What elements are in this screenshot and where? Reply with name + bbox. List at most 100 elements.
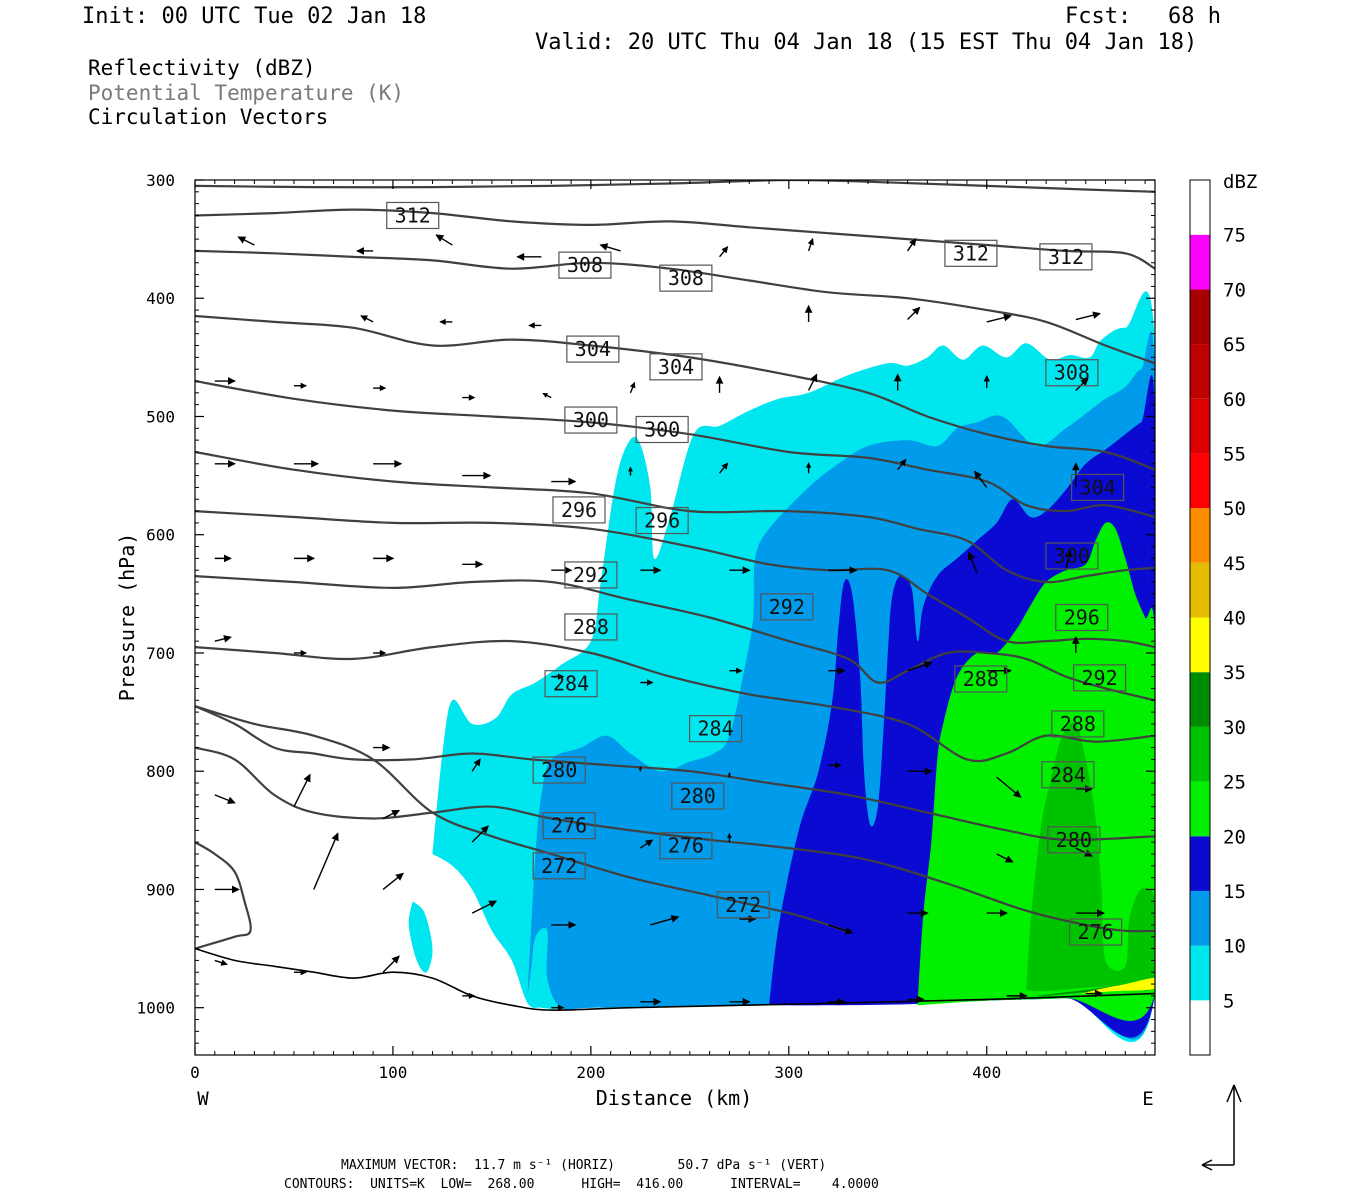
contour-label: 308: [659, 264, 713, 292]
east-label: E: [1142, 1088, 1153, 1110]
svg-text:312: 312: [953, 241, 989, 265]
colorbar-segment-70: [1190, 234, 1210, 290]
colorbar-tick-label: 70: [1223, 279, 1246, 301]
contour-label: 308: [1045, 359, 1099, 387]
svg-text:304: 304: [575, 337, 611, 361]
circulation-vector: [462, 471, 492, 480]
circulation-vector: [729, 566, 751, 575]
svg-text:304: 304: [1080, 475, 1116, 499]
theta-contour-292: [195, 510, 1155, 649]
svg-text:308: 308: [1054, 361, 1090, 385]
svg-text:280: 280: [680, 784, 716, 808]
circulation-vector: [805, 462, 812, 474]
theta-contour-12: [195, 841, 252, 950]
colorbar-segment-5: [1190, 945, 1210, 1001]
circulation-vector: [471, 758, 481, 772]
circulation-vector: [516, 253, 542, 261]
circulation-vector: [462, 992, 476, 1000]
svg-text:296: 296: [644, 509, 680, 533]
circulation-vector: [355, 247, 374, 255]
contour-label: 292: [1072, 664, 1127, 692]
colorbar-title: dBZ: [1223, 171, 1257, 193]
valid-time: Valid: 20 UTC Thu 04 Jan 18 (15 EST Thu …: [535, 30, 1198, 55]
colorbar-tick-label: 30: [1223, 717, 1246, 739]
circulation-vector: [551, 477, 577, 486]
svg-text:276: 276: [1078, 920, 1114, 944]
west-label: W: [197, 1088, 209, 1110]
circulation-vector: [528, 322, 542, 329]
colorbar-tick-label: 25: [1223, 772, 1246, 794]
svg-text:292: 292: [573, 563, 609, 587]
contour-info-text: CONTOURS: UNITS=K LOW= 268.00 HIGH= 416.…: [284, 1177, 879, 1192]
circulation-vector: [893, 373, 902, 391]
contour-label: 284: [544, 670, 598, 698]
colorbar-segment-below-5: [1190, 1000, 1210, 1055]
circulation-vector: [382, 809, 401, 820]
contour-label: 296: [635, 506, 689, 535]
contour-label: 312: [386, 201, 440, 230]
svg-text:288: 288: [573, 615, 609, 639]
contour-label: 300: [1045, 542, 1099, 570]
x-tick-label: 300: [774, 1063, 803, 1082]
circulation-vector: [293, 459, 320, 468]
circulation-vector: [435, 234, 453, 246]
circulation-vector: [974, 470, 988, 488]
svg-text:276: 276: [551, 814, 587, 838]
circulation-vector: [729, 997, 751, 1006]
svg-text:284: 284: [1050, 763, 1086, 787]
circulation-vector: [629, 381, 636, 394]
svg-text:300: 300: [644, 417, 680, 441]
colorbar-segment-30: [1190, 672, 1210, 727]
contour-label: 288: [1051, 710, 1105, 738]
svg-text:280: 280: [541, 758, 577, 782]
circulation-vector: [551, 1004, 565, 1011]
colorbar-segment-above-75: [1190, 180, 1210, 235]
colorbar-tick-label: 40: [1223, 608, 1246, 630]
x-tick-label: 0: [190, 1063, 200, 1082]
forecast-label: Fcst:: [1065, 4, 1132, 29]
init-time: Init: 00 UTC Tue 02 Jan 18: [82, 4, 427, 29]
contour-label: 288: [564, 613, 618, 641]
contour-label: 276: [1069, 918, 1123, 946]
colorbar-tick-label: 75: [1223, 225, 1246, 247]
circulation-vector: [983, 374, 990, 389]
reflectivity-region-25dbz: [1026, 722, 1155, 992]
theta-contour-304: [195, 314, 1155, 471]
colorbar-segment-45: [1190, 508, 1210, 563]
colorbar-tick-label: 20: [1223, 826, 1246, 848]
theta-contour-308: [195, 249, 1155, 365]
circulation-vector: [360, 315, 374, 323]
x-tick-label: 400: [972, 1063, 1001, 1082]
circulation-vector: [1071, 462, 1080, 488]
axis-ticks: 300 400 500 600 700 800 900 1000 0 100 200 300 400: [136, 171, 1155, 1082]
y-axis-label: Pressure (hPa): [115, 533, 139, 702]
circulation-vector: [462, 560, 484, 569]
colorbar-tick-label: 45: [1223, 553, 1246, 575]
svg-text:312: 312: [395, 203, 431, 227]
theta-contour-11: [195, 180, 1155, 193]
circulation-vector: [640, 566, 662, 575]
svg-text:292: 292: [769, 595, 805, 619]
contour-label: 312: [1039, 243, 1093, 271]
circulation-vector: [551, 566, 573, 575]
circulation-vector: [640, 679, 654, 686]
circulation-vector: [214, 635, 232, 643]
x-axis-label: Distance (km): [596, 1086, 753, 1110]
theta-contour-288: [195, 575, 1155, 702]
circulation-vector: [214, 885, 240, 894]
contour-label: 272: [532, 852, 586, 880]
theta-contour-272: [195, 705, 849, 934]
circulation-vector: [1075, 311, 1101, 321]
y-tick-label: 800: [146, 762, 175, 781]
circulation-vector: [986, 313, 1012, 323]
svg-text:308: 308: [668, 266, 704, 290]
circulation-vector: [373, 554, 395, 563]
circulation-vector: [996, 776, 1022, 798]
contour-label: 312: [944, 239, 998, 267]
svg-text:296: 296: [561, 498, 597, 522]
circulation-vector: [1075, 909, 1105, 917]
contour-label: 304: [1070, 473, 1125, 502]
svg-text:296: 296: [1064, 606, 1100, 630]
circulation-vector: [551, 921, 577, 929]
circulation-vector: [718, 245, 729, 258]
